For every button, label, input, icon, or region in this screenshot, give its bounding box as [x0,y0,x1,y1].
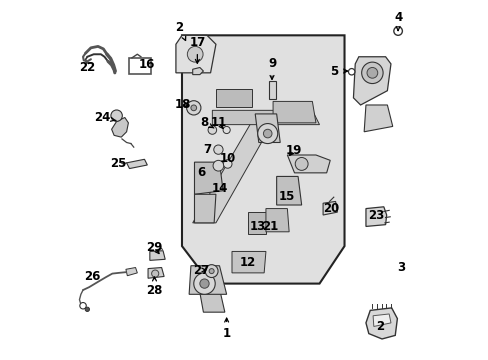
Polygon shape [353,57,390,105]
Text: 1: 1 [222,318,230,340]
Text: 7: 7 [203,143,211,156]
Text: 6: 6 [197,166,205,179]
Polygon shape [212,111,319,125]
Text: 2: 2 [375,320,384,333]
Polygon shape [365,308,397,339]
Circle shape [213,160,224,171]
Circle shape [257,123,277,144]
Circle shape [393,27,402,35]
Circle shape [263,129,271,138]
Bar [129,58,151,74]
Polygon shape [276,176,301,205]
Polygon shape [194,194,216,223]
Text: 15: 15 [278,190,294,203]
Polygon shape [216,89,251,107]
Text: 12: 12 [240,256,256,269]
Circle shape [366,67,377,78]
Text: 17: 17 [189,36,205,63]
Circle shape [80,302,86,309]
Text: 20: 20 [322,202,338,215]
Circle shape [190,105,196,111]
Circle shape [223,126,230,134]
Circle shape [187,46,203,62]
Bar [268,81,275,99]
Text: 22: 22 [79,61,95,74]
Text: 21: 21 [262,220,278,233]
Circle shape [209,269,214,274]
Text: 5: 5 [330,64,347,77]
Text: 2: 2 [175,21,185,40]
Polygon shape [126,159,147,168]
Polygon shape [149,251,165,260]
Text: 18: 18 [174,98,190,111]
Polygon shape [372,314,390,327]
Circle shape [186,101,201,115]
Polygon shape [247,212,265,234]
Polygon shape [192,116,276,223]
Text: 4: 4 [393,11,402,30]
Polygon shape [125,267,137,276]
Polygon shape [196,273,224,312]
Polygon shape [148,267,164,278]
Text: 10: 10 [219,152,235,165]
Text: 8: 8 [200,116,213,129]
Text: 29: 29 [146,241,163,255]
Circle shape [223,159,231,168]
Text: 11: 11 [210,116,226,129]
Polygon shape [111,117,128,137]
Text: 26: 26 [84,270,101,283]
Circle shape [200,279,209,288]
Text: 28: 28 [146,277,163,297]
Polygon shape [323,202,337,215]
Text: 27: 27 [192,264,208,276]
Polygon shape [287,155,329,173]
Polygon shape [194,162,223,194]
Text: 3: 3 [397,261,405,274]
Polygon shape [231,251,265,273]
Text: 9: 9 [267,57,276,79]
Circle shape [213,145,223,154]
Text: 19: 19 [285,144,301,157]
Text: 14: 14 [211,183,227,195]
Circle shape [348,68,354,75]
Polygon shape [265,208,288,232]
Polygon shape [189,266,226,294]
Circle shape [85,307,89,311]
Circle shape [295,157,307,170]
Text: 23: 23 [368,209,384,222]
Polygon shape [182,35,344,284]
Polygon shape [365,207,386,226]
Polygon shape [272,102,315,123]
Polygon shape [192,67,203,75]
Text: 25: 25 [110,157,127,170]
Circle shape [193,273,215,294]
Text: 24: 24 [94,111,116,124]
Circle shape [207,126,216,134]
Polygon shape [364,105,392,132]
Circle shape [151,270,159,277]
Polygon shape [176,35,216,73]
Text: 13: 13 [249,220,265,233]
Circle shape [111,110,122,121]
Circle shape [361,62,382,84]
Text: 16: 16 [138,58,155,72]
Polygon shape [255,114,280,143]
Circle shape [205,265,218,278]
